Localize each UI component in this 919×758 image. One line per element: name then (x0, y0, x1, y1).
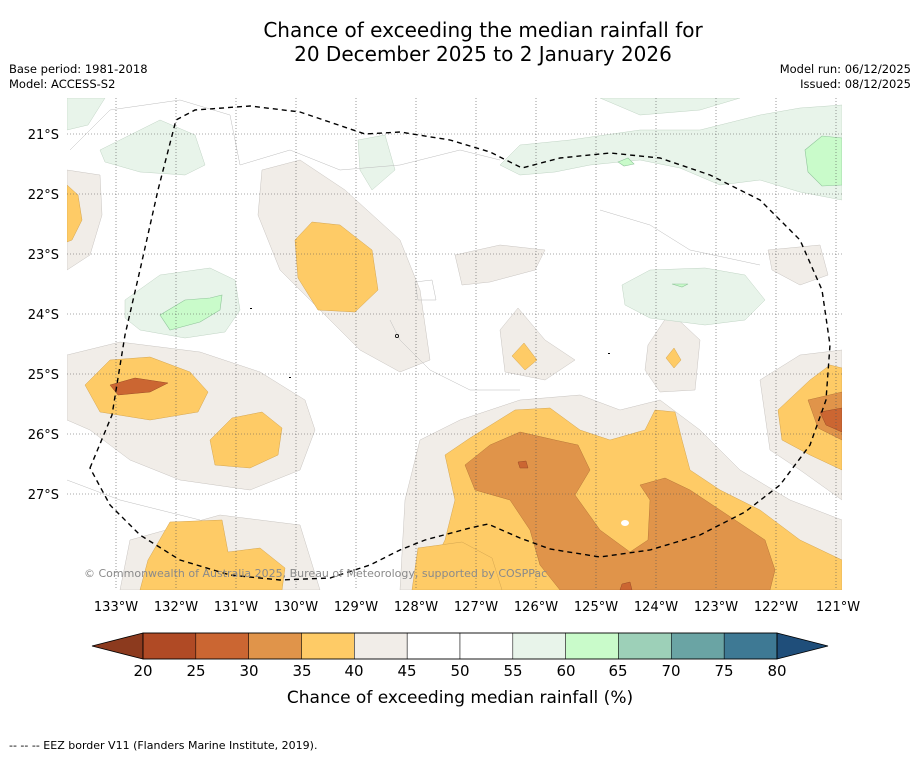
lon-label: 131°W (214, 600, 258, 615)
colorbar-cell (301, 632, 355, 660)
longitude-labels: 133°W 132°W 131°W 130°W 129°W 128°W 127°… (94, 600, 860, 615)
map-hole (621, 520, 629, 526)
lon-label: 130°W (274, 600, 318, 615)
colorbar-cell (406, 632, 461, 660)
lat-label: 27°S (28, 488, 59, 503)
latitude-labels: 21°S 22°S 23°S 24°S 25°S 26°S 27°S (28, 128, 59, 503)
graticule (67, 98, 842, 590)
issued-date: Issued: 08/12/2025 (800, 77, 911, 91)
colorbar-cell (248, 632, 302, 660)
meta-left: Base period: 1981-2018 Model: ACCESS-S2 (9, 62, 148, 92)
colorbar-tick: 80 (767, 662, 786, 680)
colorbar-tick: 70 (661, 662, 680, 680)
colorbar-tick: 50 (450, 662, 469, 680)
colorbar-over-arrow (776, 632, 829, 660)
colorbar-cell (354, 632, 408, 660)
lat-label: 25°S (28, 368, 59, 383)
colorbar-cell (723, 632, 778, 660)
lon-label: 128°W (394, 600, 438, 615)
title-line-2: 20 December 2025 to 2 January 2026 (294, 42, 672, 66)
colorbar-cell (512, 632, 566, 660)
colorbar-tick: 75 (714, 662, 733, 680)
colorbar-cell (195, 632, 249, 660)
band-60-65 (159, 135, 842, 331)
colorbar-cell (671, 632, 725, 660)
colorbar-tick: 45 (397, 662, 416, 680)
lat-label: 21°S (28, 128, 59, 143)
model-run: Model run: 06/12/2025 (779, 62, 911, 76)
model-name: Model: ACCESS-S2 (9, 77, 116, 91)
colorbar-tick: 65 (608, 662, 627, 680)
colorbar-tick: 20 (133, 662, 152, 680)
meta-right: Model run: 06/12/2025 Issued: 08/12/2025 (780, 62, 911, 92)
colorbar-cell (142, 632, 197, 660)
lon-label: 126°W (514, 600, 558, 615)
lon-label: 129°W (334, 600, 378, 615)
colorbar-under-arrow (91, 632, 144, 660)
lon-label: 122°W (754, 600, 798, 615)
colorbar-cells (142, 632, 778, 660)
colorbar-tick: 40 (344, 662, 363, 680)
lat-label: 23°S (28, 248, 59, 263)
lon-label: 132°W (154, 600, 198, 615)
lon-label: 127°W (454, 600, 498, 615)
lon-label: 124°W (634, 600, 678, 615)
map-plot-area: © Commonwealth of Australia 2025, Bureau… (67, 98, 842, 590)
contour-lines (67, 99, 761, 521)
colorbar-cell (459, 632, 514, 660)
base-period: Base period: 1981-2018 (9, 62, 148, 76)
colorbar-frame (142, 632, 778, 660)
colorbar-tick: 60 (556, 662, 575, 680)
eez-border (89, 105, 831, 581)
eez-legend-note: -- -- -- EEZ border V11 (Flanders Marine… (9, 739, 318, 752)
colorbar-label: Chance of exceeding median rainfall (%) (287, 688, 633, 708)
colorbar-tick: 55 (503, 662, 522, 680)
colorbar-tick: 35 (292, 662, 311, 680)
lon-label: 133°W (94, 600, 138, 615)
lat-label: 24°S (28, 308, 59, 323)
lon-label: 123°W (694, 600, 738, 615)
band-25-30 (109, 377, 842, 590)
island-markers (250, 308, 610, 378)
colorbar-ticks: 20 25 30 35 40 45 50 55 60 65 70 75 80 (133, 662, 786, 680)
lat-label: 22°S (28, 188, 59, 203)
lat-label: 26°S (28, 428, 59, 443)
lon-label: 125°W (574, 600, 618, 615)
chart-title: Chance of exceeding the median rainfall … (0, 18, 919, 66)
colorbar-tick: 30 (239, 662, 258, 680)
lon-label: 121°W (816, 600, 860, 615)
colorbar: 20 25 30 35 40 45 50 55 60 65 70 75 80 C… (91, 632, 829, 708)
colorbar-cell (618, 632, 672, 660)
title-line-1: Chance of exceeding the median rainfall … (263, 18, 703, 42)
colorbar-cell (565, 632, 619, 660)
copyright-text: © Commonwealth of Australia 2025, Bureau… (84, 567, 547, 580)
colorbar-tick: 25 (186, 662, 205, 680)
